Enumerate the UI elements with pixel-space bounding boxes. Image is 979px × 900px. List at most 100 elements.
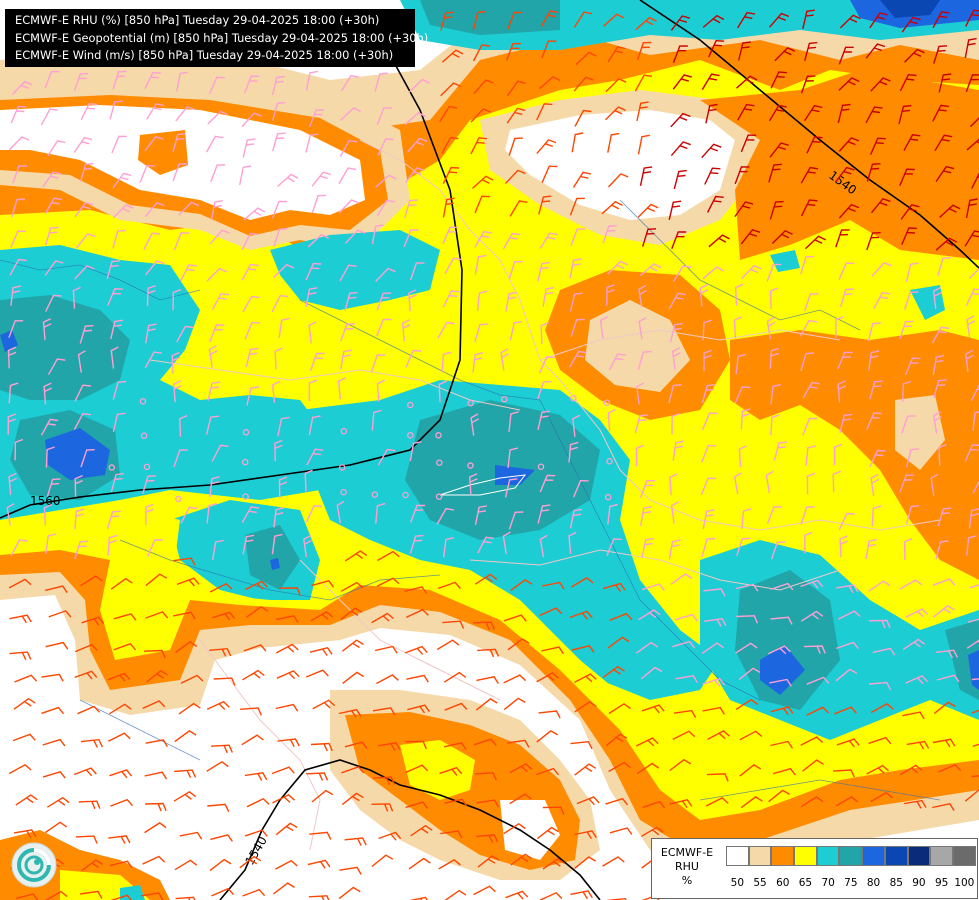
wind-barb — [113, 613, 137, 621]
wind-barb — [107, 534, 118, 556]
wind-barb — [12, 733, 36, 742]
wind-barb — [570, 577, 594, 588]
wind-barb — [77, 350, 86, 373]
wind-barb — [47, 796, 70, 808]
wind-barb — [207, 110, 229, 125]
wind-barb — [11, 198, 25, 218]
wind-barb — [371, 409, 382, 431]
wind-barb — [239, 165, 252, 186]
wind-barb — [340, 323, 355, 342]
wind-barb — [502, 232, 521, 250]
wind-barb — [106, 260, 121, 280]
wind-barb — [536, 730, 559, 743]
wind-barb — [773, 767, 796, 776]
wind-barb — [971, 709, 979, 714]
wind-barb — [405, 167, 425, 183]
wind-barb — [47, 140, 66, 157]
wind-barb — [673, 709, 697, 718]
wind-barb — [310, 742, 333, 752]
wind-barb — [407, 137, 428, 153]
wind-barb — [837, 103, 851, 124]
wind-barb — [768, 104, 787, 122]
wind-barb — [602, 13, 625, 27]
wind-barb — [802, 417, 818, 436]
wind-barb — [74, 201, 94, 218]
wind-barb — [244, 772, 268, 781]
wind-barb — [899, 764, 923, 776]
wind-barb — [735, 583, 759, 592]
wind-barb — [44, 260, 64, 276]
wind-barb — [444, 702, 468, 711]
wind-barb — [542, 286, 555, 308]
wind-barb — [932, 286, 942, 310]
wind-barb — [311, 194, 327, 214]
wind-barb — [638, 609, 661, 621]
wind-barb — [510, 853, 533, 866]
legend-swatch — [771, 846, 795, 866]
wind-barb — [839, 413, 853, 434]
wind-barb — [440, 830, 463, 839]
wind-barb — [899, 73, 917, 92]
wind-barb — [867, 322, 881, 342]
rhu-moist-north-strip — [270, 230, 440, 310]
wind-barb — [870, 473, 880, 497]
wind-barb — [340, 581, 364, 592]
wind-barb — [303, 534, 312, 558]
wind-barb — [80, 162, 94, 182]
wind-barb — [769, 12, 790, 28]
wind-barb — [569, 258, 582, 279]
legend-swatch — [839, 846, 863, 866]
wind-barb — [608, 702, 631, 715]
wind-barb — [111, 135, 127, 154]
wind-barb — [442, 226, 459, 245]
wind-barb — [45, 585, 68, 594]
wind-barb — [409, 534, 424, 554]
wind-barb — [8, 136, 30, 151]
wind-barb — [143, 232, 161, 250]
wind-barb — [641, 583, 665, 591]
wind-barb — [935, 649, 959, 659]
wind-barb — [608, 353, 626, 371]
wind-barb — [768, 789, 790, 803]
wind-barb — [668, 292, 686, 310]
wind-barb — [242, 295, 260, 313]
wind-barb — [305, 287, 318, 308]
wind-barb — [704, 617, 727, 627]
wind-barb — [508, 137, 523, 156]
wind-barb — [672, 45, 688, 64]
wind-barb — [569, 350, 587, 368]
wind-barb — [145, 323, 157, 344]
wind-barb — [307, 233, 330, 248]
wind-barb — [607, 46, 626, 63]
wind-barb — [210, 834, 233, 842]
wind-barb — [901, 16, 921, 33]
wind-barb — [109, 769, 133, 779]
wind-barb — [738, 667, 761, 681]
wind-barb — [838, 137, 860, 152]
wind-barb — [871, 505, 882, 527]
wind-barb — [271, 533, 283, 555]
rhu-dry-northeast-white — [505, 110, 735, 220]
wind-barb — [932, 104, 949, 122]
wind-barb — [179, 264, 197, 282]
wind-barb — [639, 263, 662, 277]
wind-barb — [504, 169, 526, 184]
wind-calm-mark — [340, 488, 347, 496]
wind-barb — [869, 12, 888, 29]
wind-barb — [376, 577, 400, 588]
wind-barb — [410, 504, 425, 523]
wind-barb — [338, 199, 360, 214]
wind-barb — [601, 200, 623, 215]
wind-barb — [42, 318, 52, 341]
wind-barb — [442, 166, 460, 185]
wind-barb — [671, 347, 681, 370]
wind-barb — [13, 829, 37, 839]
wind-barb — [670, 141, 691, 157]
wind-barb — [275, 643, 299, 654]
wind-barb — [44, 821, 68, 834]
wind-barb — [271, 380, 281, 403]
wind-barb — [642, 800, 666, 809]
wind-barb — [838, 203, 860, 219]
wind-barb — [211, 887, 235, 897]
wind-barb — [804, 645, 826, 654]
